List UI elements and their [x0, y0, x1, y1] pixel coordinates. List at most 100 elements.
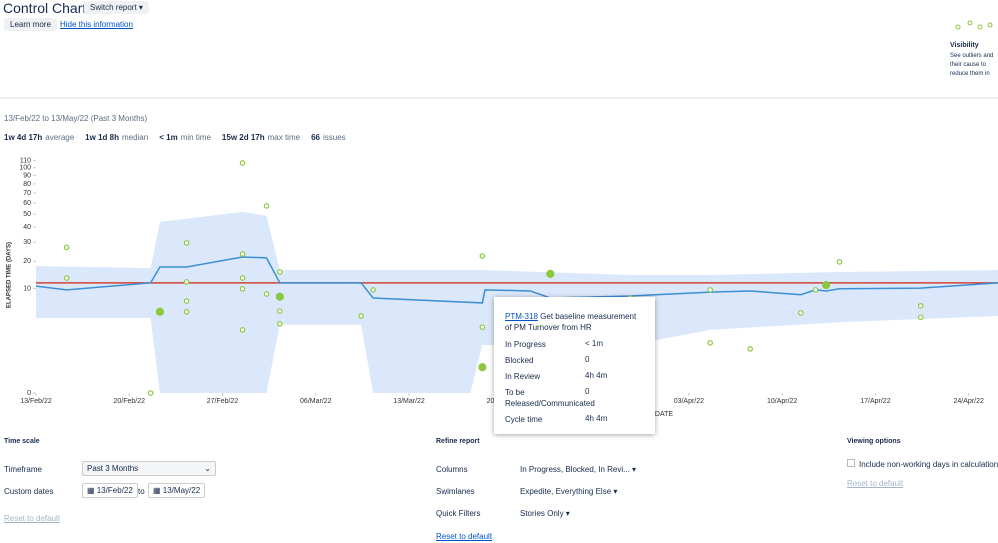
tooltip-row-label: Blocked	[505, 356, 534, 365]
tooltip-row-label: To be Released/Communicated	[505, 388, 595, 408]
date-range: 13/Feb/22 to 13/May/22 (Past 3 Months)	[4, 114, 148, 123]
checkbox-label: Include non-working days in calculations	[859, 460, 998, 469]
issue-point	[917, 314, 924, 321]
issue-point	[155, 307, 165, 316]
issue-point	[239, 251, 246, 257]
issue-point	[478, 363, 487, 372]
y-tick-label: 20	[23, 258, 31, 265]
visibility-title: Visibility	[950, 42, 979, 49]
visibility-text: See outliers and their cause to reduce t…	[950, 53, 994, 77]
issue-point	[263, 291, 270, 297]
issue-point	[836, 259, 843, 265]
issue-point	[183, 308, 190, 315]
issue-point	[183, 240, 190, 246]
from-date[interactable]: ▦ 13/Feb/22	[82, 483, 138, 498]
x-tick-label: 27/Feb/22	[207, 398, 239, 405]
x-tick-label: 24/Apr/22	[954, 398, 984, 405]
issue-point	[277, 321, 283, 327]
issue-point	[239, 275, 246, 281]
y-tick-label: 90	[23, 172, 31, 179]
hide-info-link[interactable]: Hide this information	[60, 20, 133, 29]
timeframe-select[interactable]: Past 3 Months ⌄	[82, 461, 216, 476]
illustration	[987, 22, 993, 28]
to-word: to	[138, 487, 145, 496]
x-tick-label: 13/Mar/22	[393, 398, 425, 405]
reset-link[interactable]: Reset to default	[4, 514, 61, 523]
to-date[interactable]: ▦ 13/May/22	[148, 483, 206, 498]
stat-value: < 1m	[159, 133, 178, 142]
field-label: Timeframe	[4, 465, 42, 474]
stat-label: issues	[322, 133, 346, 142]
dropdown-value: In Progress, Blocked, In Revi...	[520, 465, 630, 474]
x-tick-label: 06/Mar/22	[300, 398, 332, 405]
issue-link[interactable]: PTM-318	[505, 312, 538, 321]
dropdown[interactable]: Stories Only ▾	[520, 509, 570, 518]
issue-point	[707, 287, 713, 293]
y-tick-label: 60	[23, 200, 31, 207]
stat-label: median	[121, 133, 149, 142]
tooltip-row-value: 4h 4m	[585, 371, 608, 380]
stats: 1w 4d 17h average 1w 1d 8h median < 1m min ti…	[4, 133, 357, 142]
field-label: Quick Filters	[436, 509, 481, 518]
x-tick-label: 17/Apr/22	[860, 398, 890, 405]
reset-link[interactable]: Reset to default	[847, 479, 904, 488]
switch-report-button[interactable]: Switch report ▾	[84, 1, 149, 14]
issue-point	[747, 346, 753, 352]
learn-more-button[interactable]: Learn more	[4, 18, 57, 31]
rolling-average	[35, 256, 998, 304]
select-value: Past 3 Months	[87, 464, 139, 473]
section-title: Refine report	[436, 438, 480, 445]
issue-point	[263, 203, 270, 209]
issue-point	[239, 160, 246, 166]
issue-point	[275, 292, 284, 301]
tooltip: PTM-318 Get baseline measurement of PM T…	[494, 297, 655, 434]
dropdown[interactable]: In Progress, Blocked, In Revi... ▾	[520, 465, 637, 474]
stat-label: min time	[180, 133, 211, 142]
field-label: Swimlanes	[436, 487, 475, 496]
x-tick-label: 13/Feb/22	[20, 398, 52, 405]
x-tick-label: 10/Apr/22	[767, 398, 797, 405]
y-tick-label: 10	[23, 285, 31, 292]
issue-point	[358, 313, 364, 319]
issue-point	[707, 340, 713, 346]
illustration	[977, 24, 983, 30]
tooltip-row-value: 4h 4m	[585, 414, 608, 423]
y-tick-label: 50	[23, 211, 31, 218]
tooltip-title: PTM-318 Get baseline measurement of PM T…	[505, 311, 645, 333]
issue-point	[183, 279, 190, 285]
issue-point	[822, 280, 831, 290]
tooltip-row-label: In Progress	[505, 340, 546, 349]
issue-point	[479, 324, 486, 330]
x-tick-label: 03/Apr/22	[674, 398, 704, 405]
issue-point	[812, 287, 819, 293]
y-axis-title: ELAPSED TIME (DAYS)	[7, 242, 13, 308]
section-title: Time scale	[4, 438, 40, 445]
stat-value: 1w 4d 17h	[4, 133, 43, 142]
y-tick-label: 40	[23, 224, 31, 231]
field-label: Columns	[436, 465, 468, 474]
stat-label: max time	[267, 133, 301, 142]
illustration	[955, 24, 961, 30]
tooltip-row-value: < 1m	[585, 339, 604, 348]
y-tick-label: 0	[27, 390, 31, 397]
issue-point	[63, 244, 70, 251]
dropdown-value: Stories Only	[520, 509, 564, 518]
button-label: Switch report	[90, 3, 137, 12]
tooltip-row-label: Cycle time	[505, 415, 543, 424]
issue-point	[239, 327, 246, 333]
issue-point	[147, 390, 154, 396]
y-tick-label: 80	[23, 181, 31, 188]
y-tick-label: 30	[23, 239, 31, 246]
date-value: 13/May/22	[162, 486, 201, 495]
issue-point	[63, 275, 70, 281]
field-label: Custom dates	[4, 487, 54, 496]
reset-link[interactable]: Reset to default	[436, 532, 493, 541]
page-title: Control Chart	[3, 0, 87, 16]
stat-value: 15w 2d 17h	[221, 133, 265, 142]
issue-point	[479, 253, 486, 259]
issue-point	[277, 308, 283, 314]
dropdown[interactable]: Expedite, Everything Else ▾	[520, 487, 618, 496]
checkbox-row[interactable]: Include non-working days in calculations	[847, 459, 998, 469]
x-tick-label: 20/Feb/22	[114, 398, 146, 405]
